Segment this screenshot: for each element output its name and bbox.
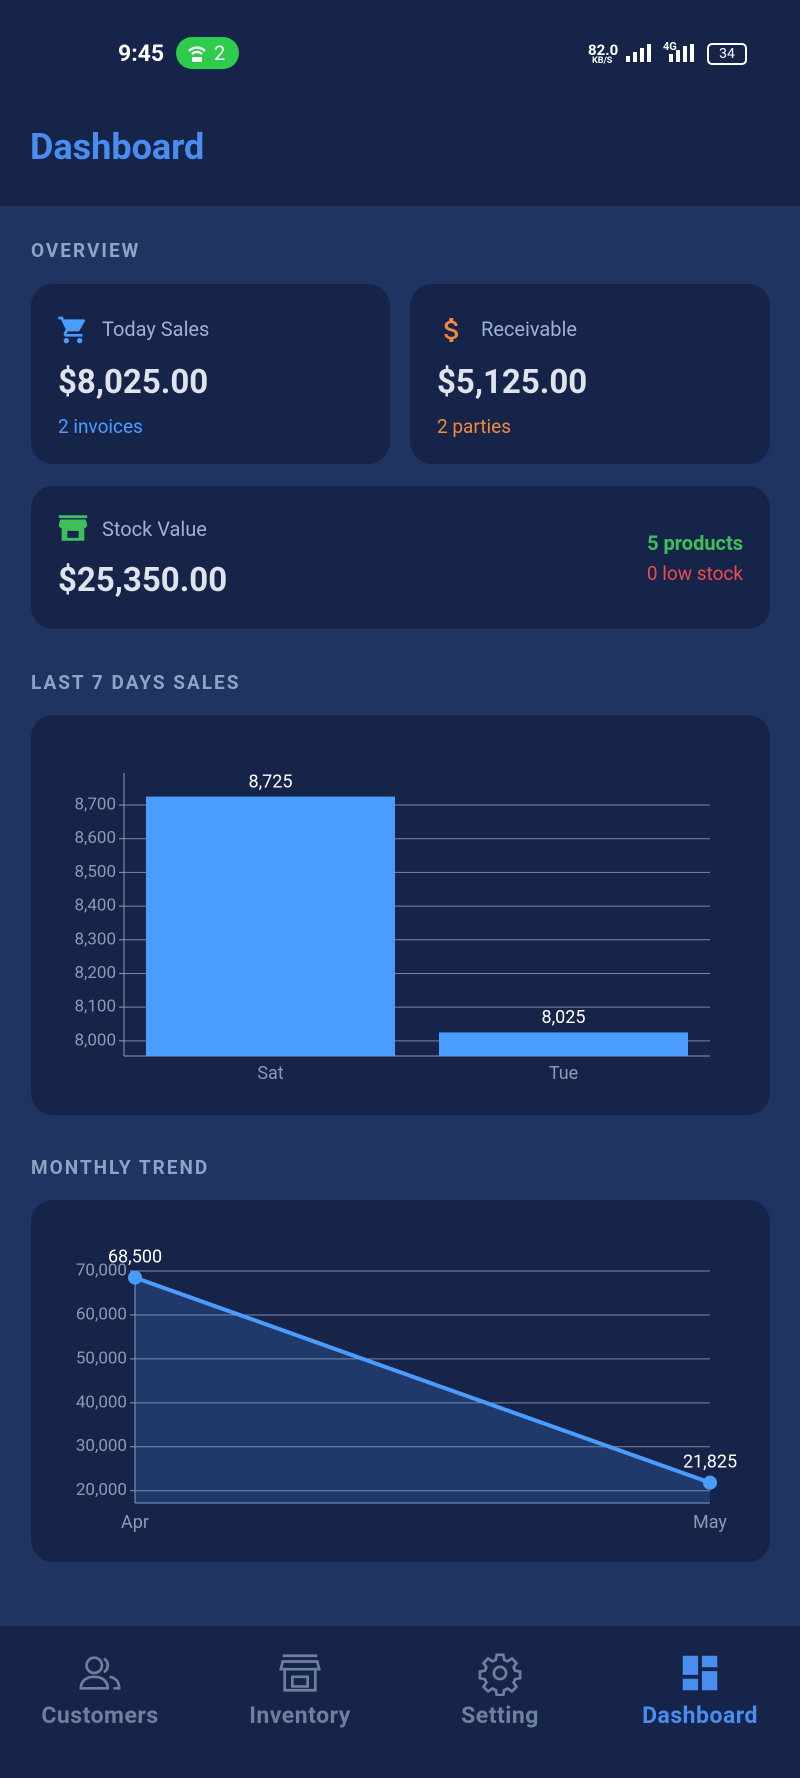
y-tick-label: 8,500 [74,862,116,882]
chart-card: 20,000 30,000 40,000 50,000 60,000 70,000 68,5… [31,1200,770,1562]
y-tick-label: 8,400 [74,896,116,916]
card-label: Receivable [481,317,577,341]
stock-card[interactable]: Stock Value $25,350.00 5 products 0 low … [31,486,770,629]
line [134,1275,711,1485]
point [128,1270,142,1285]
nav-dashboard[interactable]: Dashboard [600,1626,800,1778]
nav-icon [279,1654,321,1692]
low-stock: 0 low stock [646,562,743,585]
bottom-nav: Customers Inventory Setting Dashboard [0,1626,800,1778]
x-tick-label: Tue [549,1063,578,1084]
network-type: 4G [663,40,677,53]
value-label: 8,725 [248,771,292,792]
area [135,1277,710,1503]
x-tick-label: Sat [257,1063,283,1084]
bar-chart: 8,000 8,100 8,200 8,300 8,400 8,500 8,600 8,700… [74,771,710,1084]
hotspot-pill: 2 [176,37,239,69]
page-title: Dashboard [30,126,205,168]
card-value: $8,025.00 [58,363,209,402]
y-tick-label: 8,000 [74,1030,116,1050]
y-tick-label: 40,000 [76,1392,127,1412]
card-label: Stock Value [102,517,207,541]
chart-card: 8,000 8,100 8,200 8,300 8,400 8,500 8,600 8,700… [31,715,770,1115]
net-speed-unit: KB/S [592,56,613,66]
line-chart: 20,000 30,000 40,000 50,000 60,000 70,00068,5… [76,1246,737,1533]
y-tick-label: 50,000 [76,1348,127,1368]
y-tick-label: 8,600 [74,828,116,848]
nav-label: Customers [41,1702,159,1729]
y-tick-label: 20,000 [76,1480,127,1500]
nav-icon [478,1653,522,1696]
y-tick-label: 8,200 [74,963,116,983]
nav-label: Setting [461,1702,539,1729]
section-title: LAST 7 DAYS SALES [31,671,241,694]
card-value: $25,350.00 [58,561,228,600]
x-tick-label: Apr [121,1512,149,1533]
cart-icon [58,316,85,344]
nav-icon [682,1655,718,1691]
card-sub: 2 parties [437,415,512,438]
nav-inventory[interactable]: Inventory [200,1626,400,1778]
point [703,1475,717,1490]
battery: 34 [707,43,747,65]
value-label: 8,025 [541,1007,585,1028]
hotspot-count: 2 [214,41,226,65]
y-tick-label: 8,100 [74,997,116,1017]
today-sales-card[interactable]: Today Sales $8,025.00 2 invoices [31,284,390,464]
net-speed: 82.0 [588,41,619,59]
dollar-icon [444,318,458,342]
y-tick-label: 70,000 [76,1260,127,1280]
battery-level: 34 [719,46,735,62]
signal-1 [626,44,651,62]
nav-icon [79,1656,121,1690]
card-label: Today Sales [102,317,210,341]
y-tick-label: 30,000 [76,1436,127,1456]
nav-customers[interactable]: Customers [0,1626,200,1778]
bar [438,1032,689,1056]
app-bar: 9:45 2 82.0 KB/S 4G 34 Dashboard [0,0,800,206]
signal-2 [669,44,694,62]
products-count: 5 products [647,531,743,555]
bar [145,796,396,1056]
y-tick-label: 8,300 [74,929,116,949]
x-tick-label: May [693,1512,727,1533]
nav-label: Inventory [249,1702,351,1729]
y-tick-label: 8,700 [74,794,116,814]
nav-setting[interactable]: Setting [400,1626,600,1778]
receivable-card[interactable]: Receivable $5,125.00 2 parties [410,284,770,464]
hotspot-icon [188,46,206,62]
store-icon [58,515,88,541]
card-value: $5,125.00 [437,363,588,402]
y-tick-label: 60,000 [76,1304,127,1324]
status-time: 9:45 [118,40,165,67]
value-label: 21,825 [683,1451,737,1472]
section-title: MONTHLY TREND [31,1156,210,1179]
value-label: 68,500 [108,1246,162,1267]
nav-label: Dashboard [642,1702,758,1729]
card-sub: 2 invoices [58,415,143,438]
section-title: OVERVIEW [31,239,141,262]
